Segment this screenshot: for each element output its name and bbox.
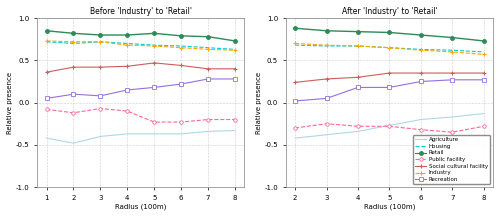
X-axis label: Radius (100m): Radius (100m) xyxy=(115,204,166,210)
Legend: Agriculture, Housing, Retail, Public facility, Social cultural facility, Industr: Agriculture, Housing, Retail, Public fac… xyxy=(413,135,490,184)
Y-axis label: Relative presence: Relative presence xyxy=(256,72,262,134)
X-axis label: Radius (100m): Radius (100m) xyxy=(364,204,415,210)
Y-axis label: Relative presence: Relative presence xyxy=(7,72,13,134)
Title: After 'Industry' to 'Retail': After 'Industry' to 'Retail' xyxy=(342,7,438,16)
Title: Before 'Industry' to 'Retail': Before 'Industry' to 'Retail' xyxy=(90,7,192,16)
